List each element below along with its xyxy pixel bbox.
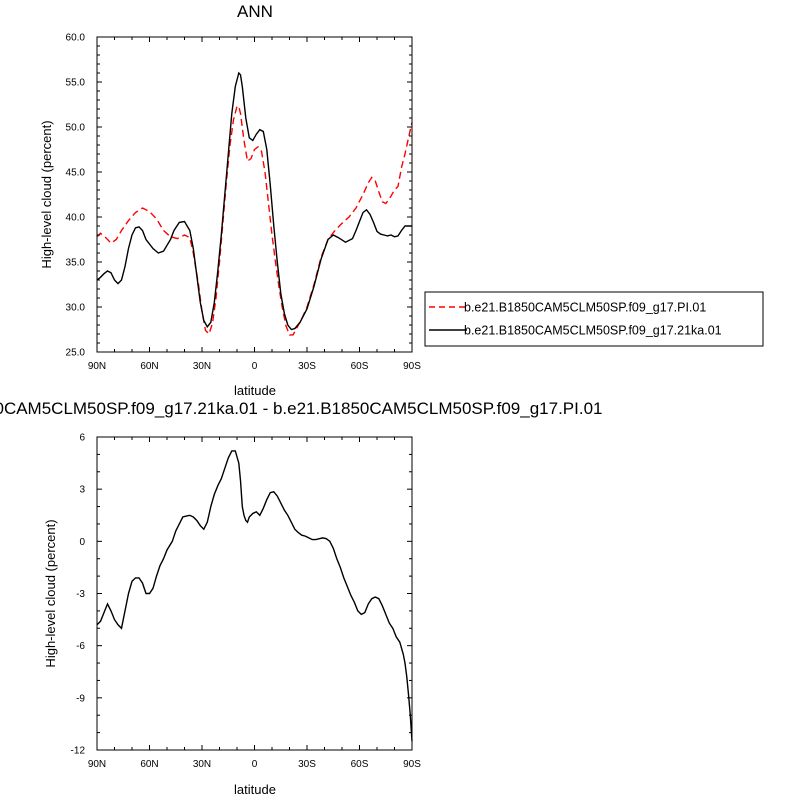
chart1-y-tick-label: -12	[71, 746, 86, 757]
top-chart-y-axis-label: High-level cloud (percent)	[39, 120, 54, 268]
bottom-chart-y-ticks: -12 -9 -6 -3 0 3 6	[71, 433, 412, 757]
chart0-series-line-1	[96, 71, 412, 331]
chart1-y-tick-label: 6	[79, 433, 85, 444]
legend-label-21ka: b.e21.B1850CAM5CLM50SP.f09_g17.21ka.01	[464, 324, 722, 338]
chart1-x-tick-label: 60S	[351, 759, 369, 770]
chart0-series-line-0	[96, 105, 413, 336]
chart1-y-tick-label: -3	[76, 589, 85, 600]
chart1-series-line-0	[96, 450, 413, 742]
chart0-x-tick-label: 60S	[351, 361, 369, 372]
bottom-chart-panel: b.e21.B1850CAM5CLM50SP.f09_g17.21ka.01 -…	[0, 399, 602, 797]
top-chart-x-ticks: 90N 60N 30N 0 30S 60S 90S	[88, 37, 421, 372]
chart0-x-tick-label: 30S	[298, 361, 316, 372]
top-chart-series-group	[96, 71, 413, 336]
bottom-chart-y-axis-label: High-level cloud (percent)	[43, 519, 58, 667]
chart1-x-tick-label: 90N	[88, 759, 106, 770]
chart0-y-tick-label: 25.0	[66, 348, 86, 359]
chart1-y-tick-label: 3	[79, 485, 85, 496]
top-chart-y-ticks: 25.0 30.0 35.0 40.0 45.0 50.0 55.0 60.0	[66, 33, 412, 359]
chart0-x-tick-label: 90S	[403, 361, 421, 372]
bottom-chart-frame	[96, 436, 413, 751]
legend-label-pi: b.e21.B1850CAM5CLM50SP.f09_g17.PI.01	[464, 301, 706, 315]
chart1-y-tick-label: -9	[76, 693, 85, 704]
top-chart-frame	[96, 36, 413, 353]
chart0-x-tick-label: 0	[252, 361, 258, 372]
chart1-x-tick-label: 0	[252, 759, 258, 770]
chart1-x-tick-label: 60N	[140, 759, 158, 770]
bottom-chart-x-ticks: 90N 60N 30N 0 30S 60S 90S	[88, 437, 421, 770]
chart0-y-tick-label: 60.0	[66, 33, 86, 44]
bottom-chart-x-axis-label: latitude	[234, 782, 276, 797]
top-chart-panel: ANN 90N 60N 30N 0 30S 60S 90S 25.0 30.0 35.0 40.0…	[39, 2, 421, 398]
chart0-y-tick-label: 35.0	[66, 258, 86, 269]
chart0-y-tick-label: 55.0	[66, 78, 86, 89]
chart0-x-tick-label: 60N	[140, 361, 158, 372]
top-chart-legend: b.e21.B1850CAM5CLM50SP.f09_g17.PI.01 b.e…	[424, 291, 764, 347]
chart1-y-tick-label: 0	[79, 537, 85, 548]
chart0-y-tick-label: 45.0	[66, 168, 86, 179]
top-chart-title: ANN	[237, 2, 273, 21]
chart1-x-tick-label: 90S	[403, 759, 421, 770]
top-chart-x-axis-label: latitude	[234, 383, 276, 398]
chart0-y-tick-label: 40.0	[66, 213, 86, 224]
chart1-x-tick-label: 30N	[193, 759, 211, 770]
bottom-chart-title: b.e21.B1850CAM5CLM50SP.f09_g17.21ka.01 -…	[0, 399, 602, 418]
chart0-y-tick-label: 30.0	[66, 303, 86, 314]
legend-box	[424, 291, 764, 347]
chart0-x-tick-label: 90N	[88, 361, 106, 372]
chart1-x-tick-label: 30S	[298, 759, 316, 770]
bottom-chart-series-group	[96, 450, 413, 742]
chart1-y-tick-label: -6	[76, 641, 85, 652]
chart0-y-tick-label: 50.0	[66, 123, 86, 134]
chart0-x-tick-label: 30N	[193, 361, 211, 372]
